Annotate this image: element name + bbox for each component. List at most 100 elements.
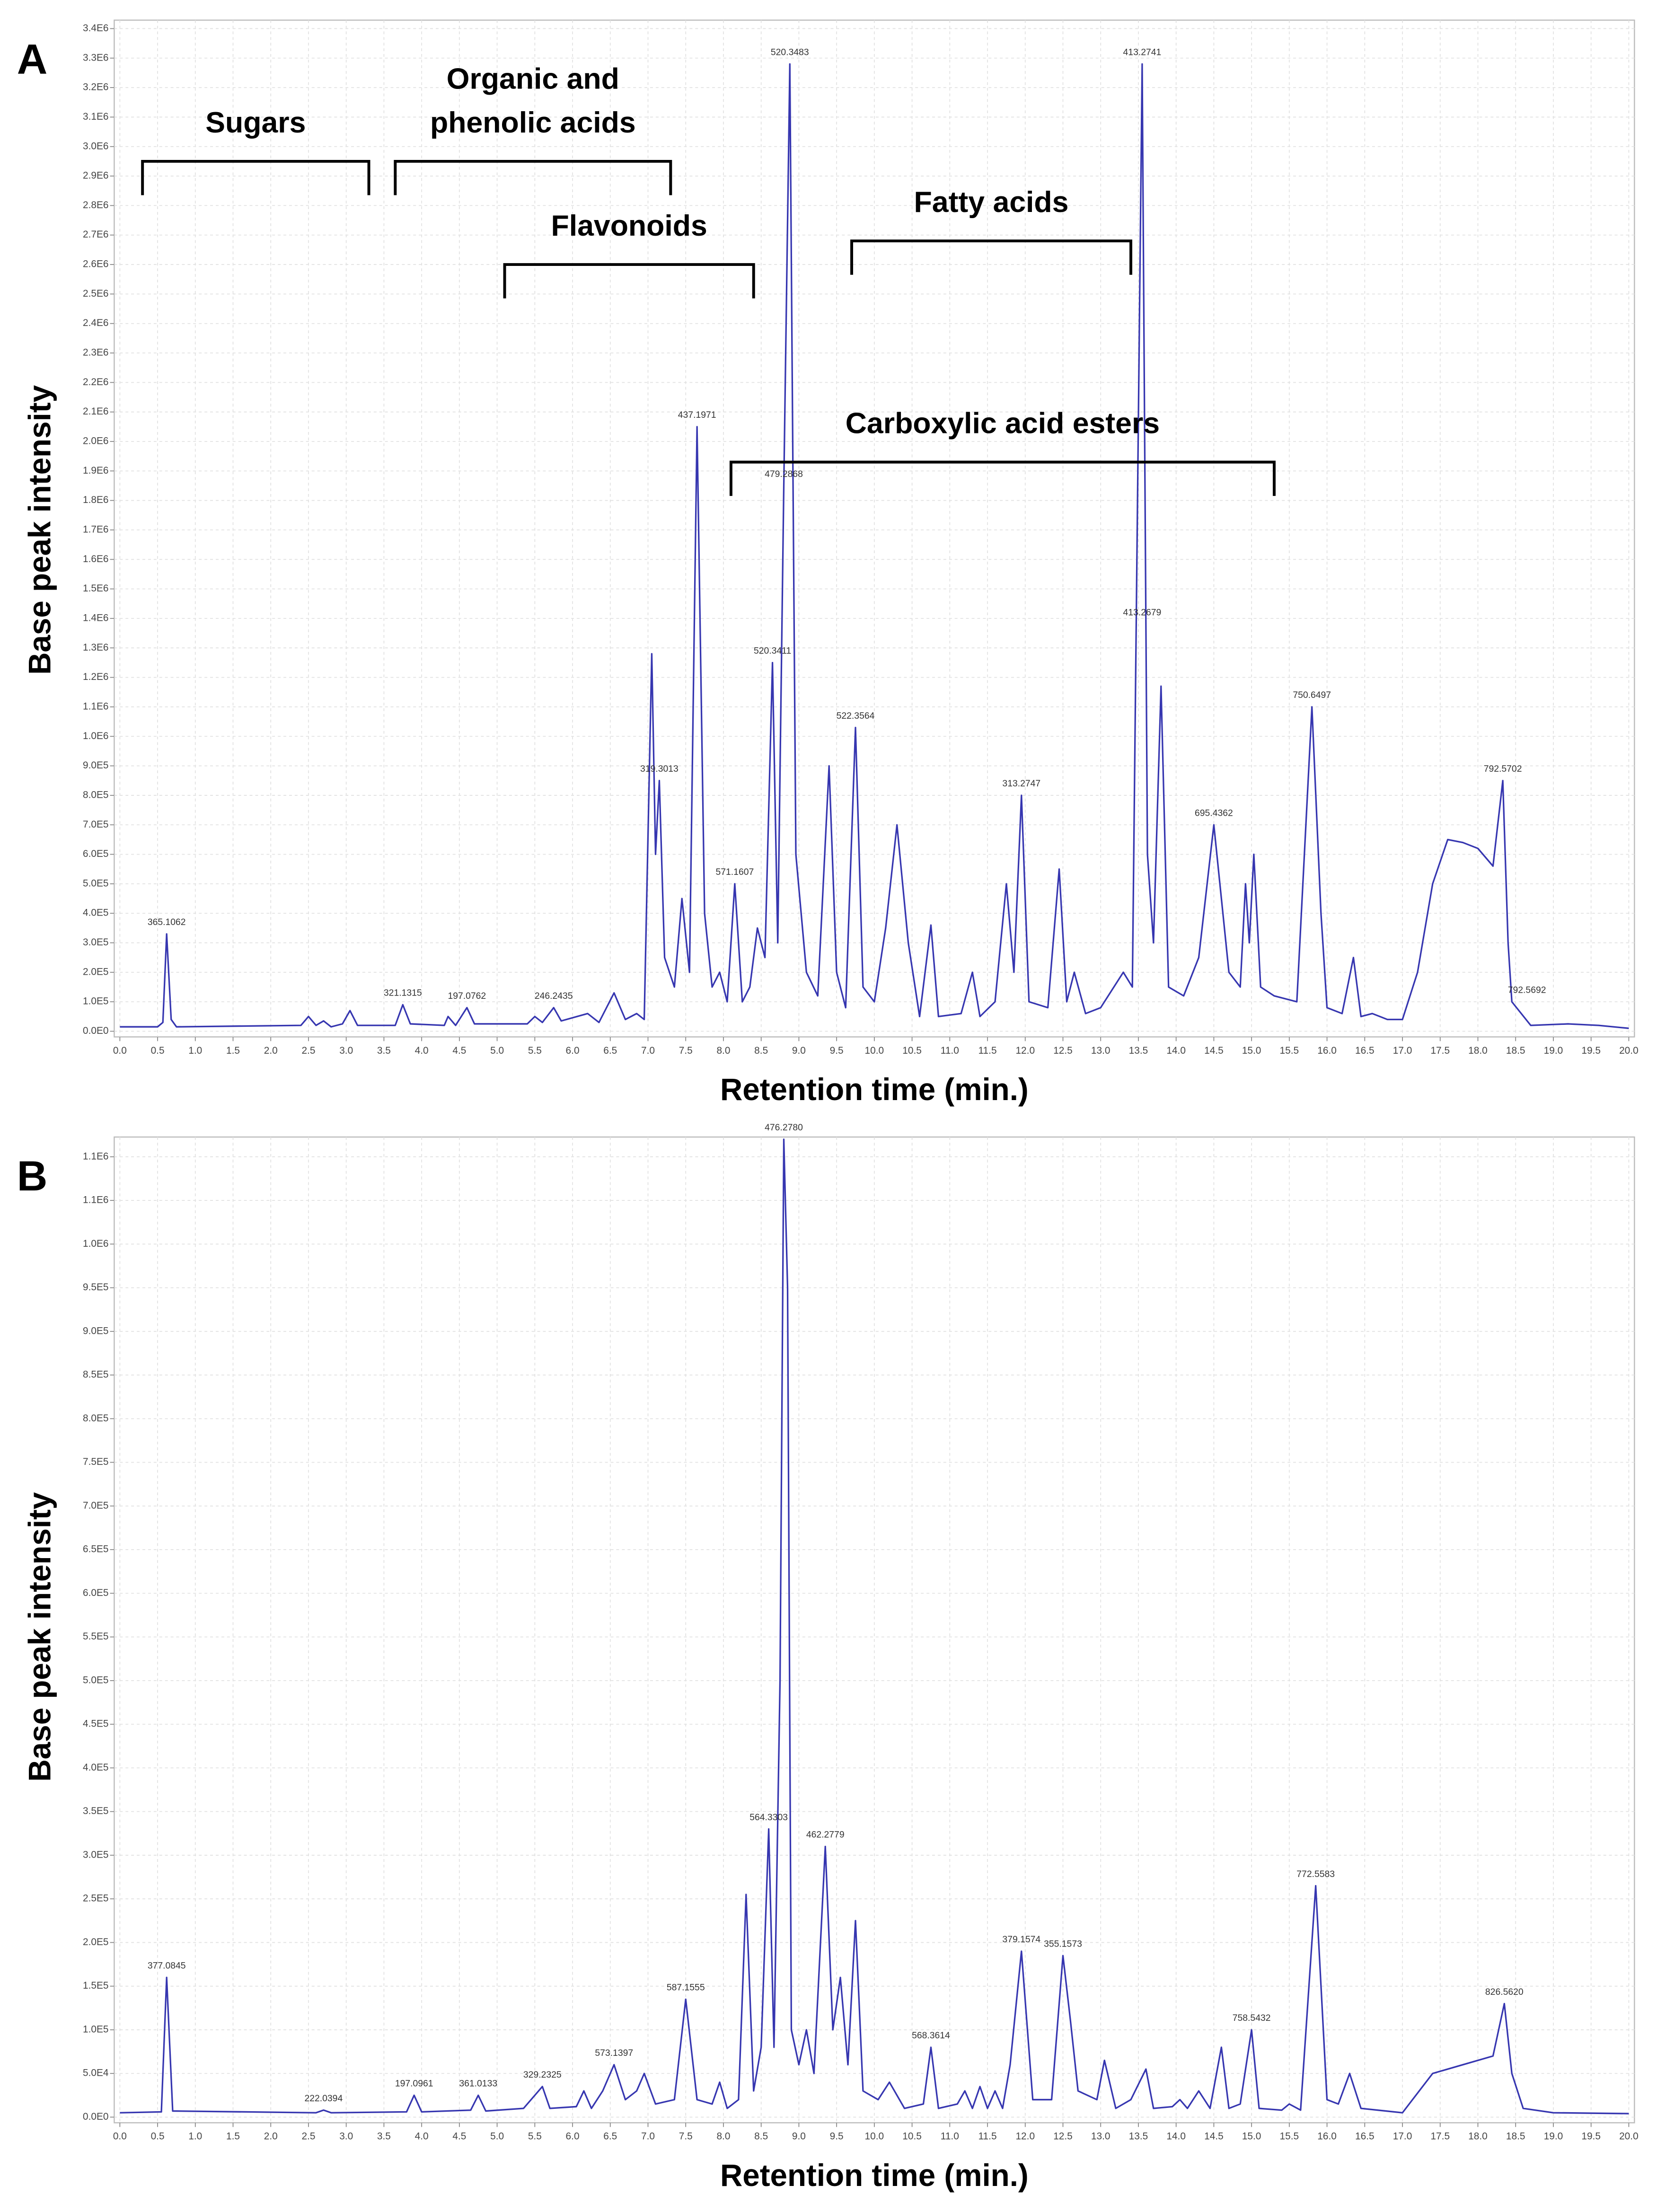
peak-label: 329.2325 xyxy=(523,2070,562,2080)
y-tick-label: 4.0E5 xyxy=(83,908,109,918)
peak-label: 197.0762 xyxy=(448,991,486,1001)
peak-label: 520.3483 xyxy=(771,47,809,58)
peak-label: 355.1573 xyxy=(1044,1939,1082,1949)
y-tick-label: 6.5E5 xyxy=(83,1544,109,1555)
y-tick-label: 2.8E6 xyxy=(83,200,109,211)
y-tick-label: 1.1E6 xyxy=(83,1151,109,1162)
peak-label: 758.5432 xyxy=(1233,2013,1271,2023)
peak-label: 313.2747 xyxy=(1002,778,1040,789)
peak-label: 246.2435 xyxy=(535,991,573,1001)
x-tick-label: 6.5 xyxy=(603,1045,617,1056)
x-tick-label: 0.5 xyxy=(151,1045,165,1056)
y-tick-label: 2.6E6 xyxy=(83,259,109,270)
x-tick-label: 12.5 xyxy=(1053,2131,1073,2142)
y-tick-label: 9.0E5 xyxy=(83,1325,109,1336)
peak-label: 462.2779 xyxy=(806,1830,845,1840)
y-tick-label: 1.1E6 xyxy=(83,1195,109,1206)
y-tick-label: 2.0E5 xyxy=(83,1937,109,1948)
x-tick-label: 15.0 xyxy=(1242,1045,1261,1056)
y-tick-label: 0.0E0 xyxy=(83,2111,109,2122)
y-tick-label: 7.0E5 xyxy=(83,1500,109,1511)
peak-label: 587.1555 xyxy=(667,1983,705,1993)
x-tick-label: 4.0 xyxy=(415,1045,429,1056)
peak-label: 321.1315 xyxy=(384,988,422,998)
x-tick-label: 6.0 xyxy=(566,1045,580,1056)
x-tick-label: 5.0 xyxy=(490,2131,504,2142)
x-tick-label: 20.0 xyxy=(1619,1045,1639,1056)
y-tick-label: 2.5E5 xyxy=(83,1893,109,1904)
y-tick-label: 0.0E0 xyxy=(83,1025,109,1036)
group-label: Organic and xyxy=(447,62,619,96)
peak-label: 377.0845 xyxy=(148,1961,186,1971)
y-tick-label: 1.0E5 xyxy=(83,996,109,1007)
y-tick-label: 8.5E5 xyxy=(83,1369,109,1380)
x-tick-label: 17.5 xyxy=(1430,2131,1450,2142)
y-tick-label: 2.4E6 xyxy=(83,317,109,328)
y-tick-label: 1.0E6 xyxy=(83,731,109,741)
x-tick-label: 0.5 xyxy=(151,2131,165,2142)
x-tick-label: 8.0 xyxy=(716,1045,730,1056)
x-tick-label: 3.5 xyxy=(377,1045,391,1056)
panel-label: B xyxy=(17,1152,48,1199)
x-tick-label: 16.0 xyxy=(1317,1045,1337,1056)
group-label: Carboxylic acid esters xyxy=(846,407,1160,440)
x-tick-label: 12.0 xyxy=(1015,2131,1035,2142)
x-tick-label: 18.0 xyxy=(1468,1045,1488,1056)
y-tick-label: 1.2E6 xyxy=(83,671,109,682)
x-tick-label: 20.0 xyxy=(1619,2131,1639,2142)
y-tick-label: 3.0E6 xyxy=(83,141,109,151)
x-tick-label: 3.5 xyxy=(377,2131,391,2142)
y-tick-label: 5.5E5 xyxy=(83,1631,109,1642)
y-tick-label: 3.4E6 xyxy=(83,23,109,34)
y-tick-label: 1.1E6 xyxy=(83,701,109,712)
y-tick-label: 3.5E5 xyxy=(83,1806,109,1816)
x-tick-label: 16.5 xyxy=(1355,2131,1375,2142)
x-tick-label: 3.0 xyxy=(339,1045,353,1056)
bracket xyxy=(394,159,672,195)
peak-label: 413.2679 xyxy=(1123,608,1162,618)
peak-label: 413.2741 xyxy=(1123,47,1162,58)
y-tick-label: 1.0E6 xyxy=(83,1238,109,1249)
x-tick-label: 9.0 xyxy=(792,1045,806,1056)
x-tick-label: 13.0 xyxy=(1091,1045,1111,1056)
y-axis-title: Base peak intensity xyxy=(23,1492,57,1782)
x-tick-label: 14.5 xyxy=(1204,1045,1224,1056)
bracket xyxy=(729,460,1276,496)
x-tick-label: 18.5 xyxy=(1506,2131,1525,2142)
peak-label: 695.4362 xyxy=(1195,808,1233,819)
x-tick-label: 19.5 xyxy=(1581,2131,1601,2142)
x-tick-label: 7.5 xyxy=(679,2131,693,2142)
y-tick-label: 7.0E5 xyxy=(83,819,109,830)
peak-label: 361.0133 xyxy=(459,2079,497,2089)
y-tick-label: 1.0E5 xyxy=(83,2024,109,2035)
y-tick-label: 5.0E4 xyxy=(83,2068,109,2079)
peak-label: 365.1062 xyxy=(148,917,186,927)
x-tick-label: 4.0 xyxy=(415,2131,429,2142)
x-tick-label: 13.0 xyxy=(1091,2131,1111,2142)
group-label: phenolic acids xyxy=(430,106,636,139)
x-tick-label: 6.0 xyxy=(566,2131,580,2142)
bracket xyxy=(850,239,1132,275)
peak-label: 826.5620 xyxy=(1485,1987,1524,1997)
y-tick-label: 3.3E6 xyxy=(83,52,109,63)
y-tick-label: 5.0E5 xyxy=(83,1674,109,1685)
x-tick-label: 10.5 xyxy=(902,1045,922,1056)
y-axis-title: Base peak intensity xyxy=(23,385,57,675)
y-tick-label: 2.7E6 xyxy=(83,229,109,240)
x-tick-label: 3.0 xyxy=(339,2131,353,2142)
bracket xyxy=(503,263,755,299)
y-tick-label: 3.1E6 xyxy=(83,111,109,122)
x-tick-label: 14.0 xyxy=(1166,2131,1186,2142)
x-tick-label: 17.0 xyxy=(1393,1045,1412,1056)
x-tick-label: 16.5 xyxy=(1355,1045,1375,1056)
x-tick-label: 12.0 xyxy=(1015,1045,1035,1056)
x-tick-label: 19.0 xyxy=(1544,1045,1563,1056)
x-tick-label: 4.5 xyxy=(452,1045,466,1056)
y-tick-label: 9.5E5 xyxy=(83,1282,109,1293)
x-tick-label: 4.5 xyxy=(452,2131,466,2142)
x-tick-label: 10.0 xyxy=(865,2131,884,2142)
peak-label: 479.2868 xyxy=(765,469,803,479)
y-tick-label: 7.5E5 xyxy=(83,1456,109,1467)
peak-label: 476.2780 xyxy=(765,1122,803,1133)
